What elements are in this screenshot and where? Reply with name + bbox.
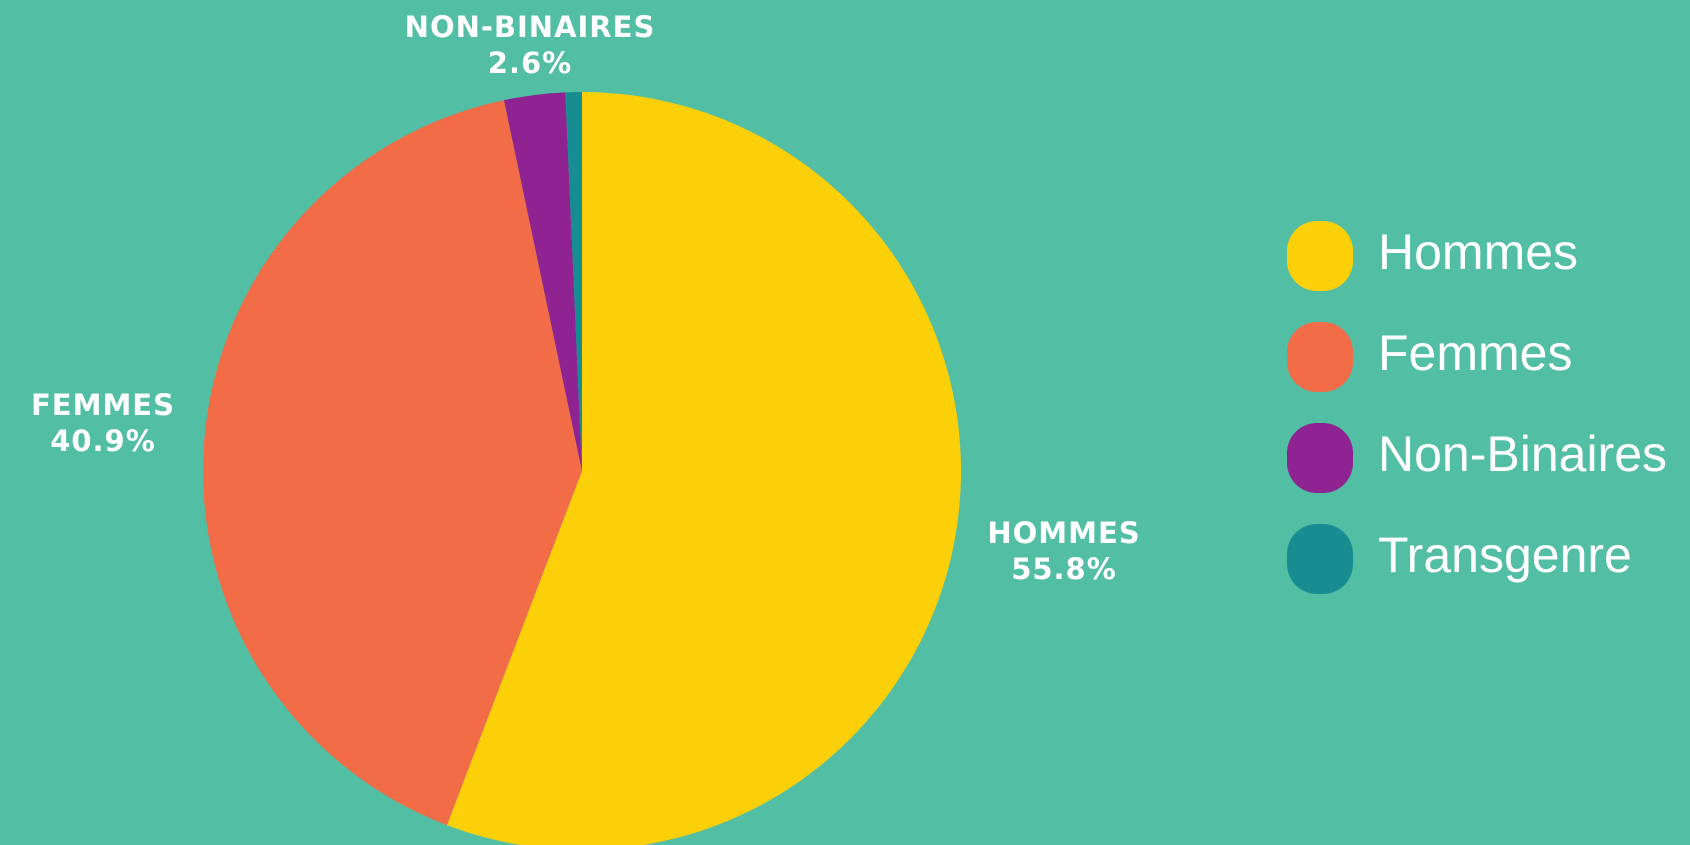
slice-value-label: 2.6% xyxy=(488,46,572,80)
slice-label: HOMMES xyxy=(987,516,1140,550)
pie-slice xyxy=(503,92,582,471)
legend-swatch xyxy=(1287,322,1353,392)
slice-value-label: 55.8% xyxy=(1011,552,1117,586)
legend-label: Femmes xyxy=(1378,325,1572,381)
slice-label: FEMMES xyxy=(31,388,175,422)
slice-value-label: 40.9% xyxy=(50,424,156,458)
legend-label: Non-Binaires xyxy=(1378,426,1667,482)
legend-swatch xyxy=(1287,524,1353,594)
legend-label: Hommes xyxy=(1378,224,1578,280)
pie-slice xyxy=(446,92,961,845)
legend-swatch xyxy=(1287,423,1353,493)
legend-swatch xyxy=(1287,221,1353,291)
legend-label: Transgenre xyxy=(1378,527,1632,583)
pie-slice xyxy=(565,92,582,471)
slice-label: NON-BINAIRES xyxy=(405,10,656,44)
pie-slice xyxy=(202,100,582,826)
